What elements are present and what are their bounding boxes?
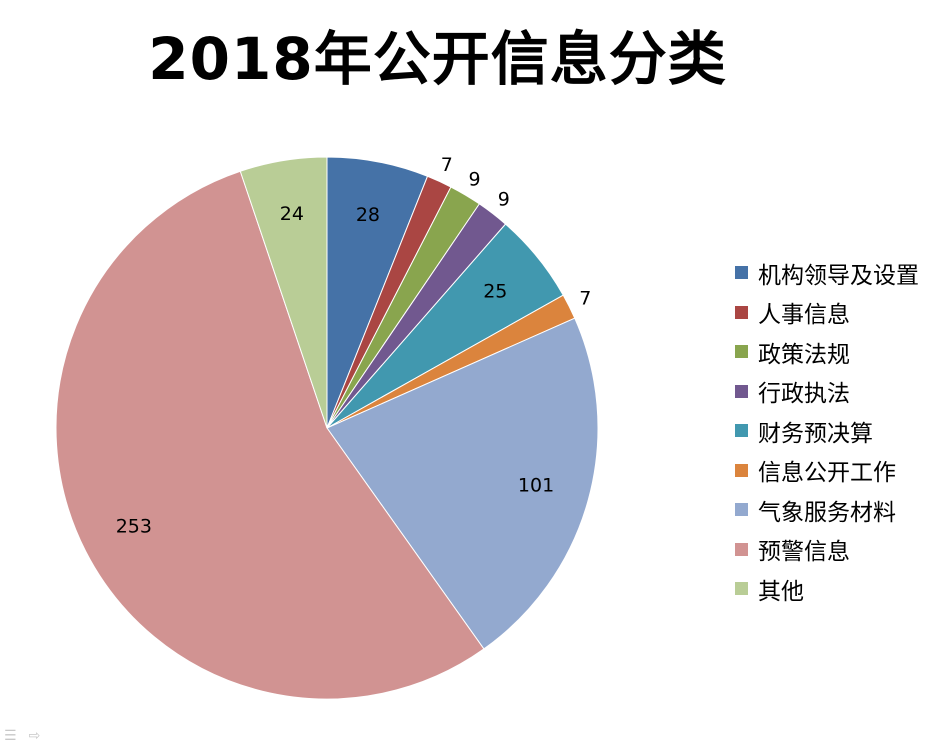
- legend-item: 机构领导及设置: [735, 253, 919, 293]
- slide-controls: ☰ ⇨: [4, 728, 40, 744]
- legend-swatch: [735, 463, 748, 477]
- legend-swatch: [735, 503, 748, 517]
- chart-title: 2018年公开信息分类: [148, 25, 727, 93]
- legend-label: 人事信息: [758, 302, 850, 329]
- legend-swatch: [735, 305, 748, 319]
- data-label-5: 7: [579, 287, 591, 309]
- legend-item: 财务预决算: [735, 411, 919, 451]
- data-label-7: 253: [116, 515, 152, 537]
- data-label-4: 25: [483, 280, 507, 302]
- data-label-2: 9: [469, 169, 481, 191]
- legend-label: 机构领导及设置: [758, 262, 919, 289]
- data-label-3: 9: [498, 188, 510, 210]
- legend-swatch: [735, 582, 748, 596]
- legend-item: 其他: [735, 569, 919, 609]
- data-label-8: 24: [280, 203, 304, 225]
- legend-label: 信息公开工作: [758, 460, 896, 487]
- legend-label: 政策法规: [758, 341, 850, 368]
- pie-slices: [55, 156, 599, 700]
- legend-item: 行政执法: [735, 372, 919, 412]
- legend-label: 财务预决算: [758, 420, 873, 447]
- slide-next-arrow-icon[interactable]: ⇨: [28, 728, 41, 744]
- legend-item: 信息公开工作: [735, 451, 919, 491]
- legend-label: 预警信息: [758, 539, 850, 566]
- legend-item: 政策法规: [735, 332, 919, 372]
- legend-label: 气象服务材料: [758, 499, 896, 526]
- chart-legend: 机构领导及设置 人事信息政策法规行政执法财务预决算信息公开工作 气象服务材料 预警信息…: [735, 253, 919, 609]
- data-label-6: 101: [518, 474, 554, 496]
- legend-label: 其他: [758, 578, 804, 605]
- legend-swatch: [735, 542, 748, 556]
- pie-slice-6: [326, 317, 599, 650]
- legend-item: 气象服务材料: [735, 490, 919, 530]
- legend-label: 行政执法: [758, 381, 850, 408]
- legend-swatch: [735, 266, 748, 280]
- legend-item: 人事信息: [735, 293, 919, 333]
- legend-swatch: [735, 384, 748, 398]
- pie-slice-8: [239, 156, 328, 429]
- legend-swatch: [735, 345, 748, 359]
- slide-menu-icon[interactable]: ☰: [4, 728, 17, 744]
- data-label-1: 7: [441, 154, 453, 176]
- data-label-0: 28: [356, 204, 380, 226]
- legend-swatch: [735, 424, 748, 438]
- legend-item: 预警信息: [735, 530, 919, 570]
- pie-slice-7: [55, 170, 485, 700]
